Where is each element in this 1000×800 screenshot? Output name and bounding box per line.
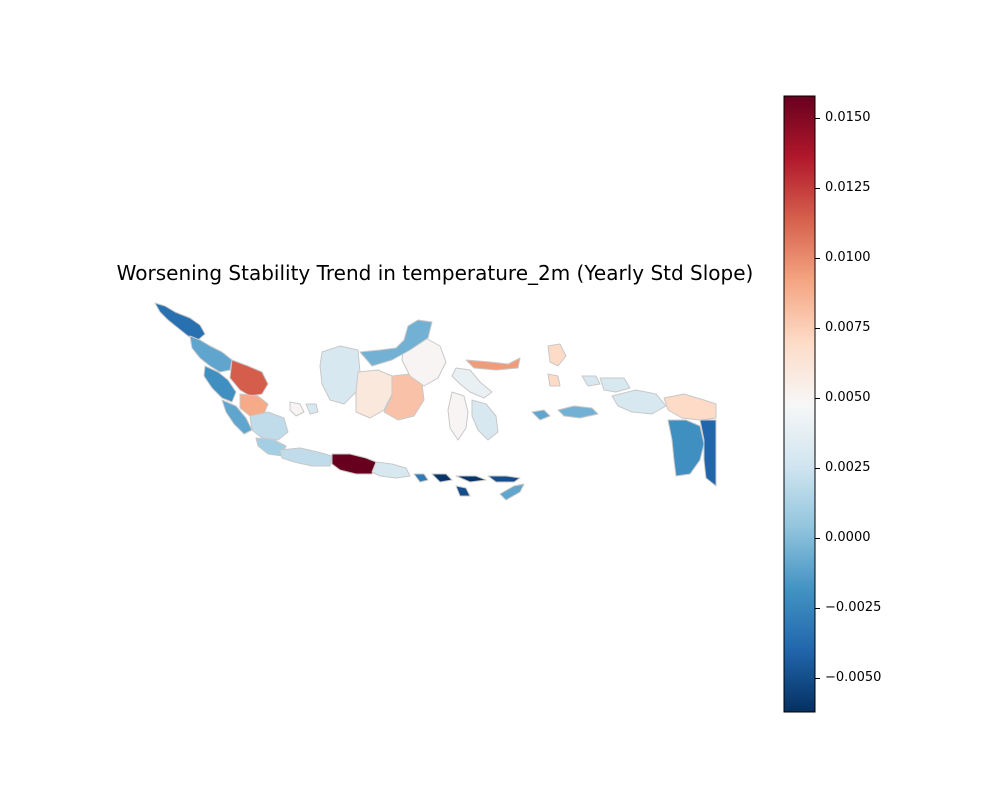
region-west-sumatra	[203, 365, 237, 403]
region-timor	[499, 483, 525, 501]
region-maluku	[581, 375, 631, 393]
colorbar-tick-label: −0.0050	[825, 670, 882, 686]
region-papua-central	[663, 393, 717, 421]
region-bali	[413, 473, 429, 483]
colorbar-tick-label: −0.0025	[825, 600, 882, 616]
region-south-sulawesi	[447, 391, 469, 441]
region-west-kalimantan	[319, 345, 361, 405]
region-central-sulawesi	[451, 367, 493, 399]
colorbar-gradient	[783, 95, 816, 713]
region-north-sumatra	[189, 335, 233, 373]
region-belitung	[305, 403, 319, 415]
region-riau	[229, 359, 269, 397]
colorbar-tick-mark	[815, 678, 820, 680]
region-east-nusa-tenggara	[455, 475, 521, 497]
colorbar-tick-label: 0.0075	[825, 320, 871, 336]
colorbar-tick-mark	[815, 118, 820, 120]
region-maluku-north	[547, 343, 567, 387]
colorbar-tick-label: 0.0100	[825, 250, 871, 266]
region-west-java	[279, 447, 333, 467]
region-central-java	[331, 453, 377, 475]
colorbar-tick-label: 0.0125	[825, 180, 871, 196]
region-west-nusa-tenggara	[431, 473, 487, 483]
region-east-java	[371, 461, 411, 479]
colorbar-tick-mark	[815, 398, 820, 400]
colorbar-tick-label: 0.0050	[825, 390, 871, 406]
region-bangka	[289, 401, 305, 417]
colorbar-tick-mark	[815, 258, 820, 260]
region-southeast-sulawesi	[471, 399, 499, 441]
colorbar-ticks: 0.0150 0.0125 0.0100 0.0075 0.0050 0.0025 0.00…	[815, 96, 935, 712]
region-buru	[531, 409, 551, 421]
region-west-papua	[611, 389, 667, 415]
region-seram	[557, 405, 599, 419]
region-south-sumatra	[249, 411, 289, 441]
colorbar-tick-mark	[815, 328, 820, 330]
colorbar-tick-mark	[815, 188, 820, 190]
region-central-kalimantan	[355, 369, 393, 419]
indonesia-map	[154, 302, 717, 501]
colorbar-tick-mark	[815, 538, 820, 540]
region-papua-south	[667, 419, 705, 477]
colorbar-tick-label: 0.0000	[825, 530, 871, 546]
region-north-sulawesi	[465, 357, 521, 371]
colorbar-tick-label: 0.0025	[825, 460, 871, 476]
colorbar-tick-label: 0.0150	[825, 110, 871, 126]
region-papua-east	[699, 419, 717, 487]
region-north-kalimantan	[359, 319, 433, 367]
map-title: Worsening Stability Trend in temperature…	[116, 261, 754, 285]
region-aceh	[154, 302, 206, 341]
colorbar-tick-mark	[815, 608, 820, 610]
colorbar-tick-mark	[815, 468, 820, 470]
region-bengkulu	[221, 399, 253, 435]
